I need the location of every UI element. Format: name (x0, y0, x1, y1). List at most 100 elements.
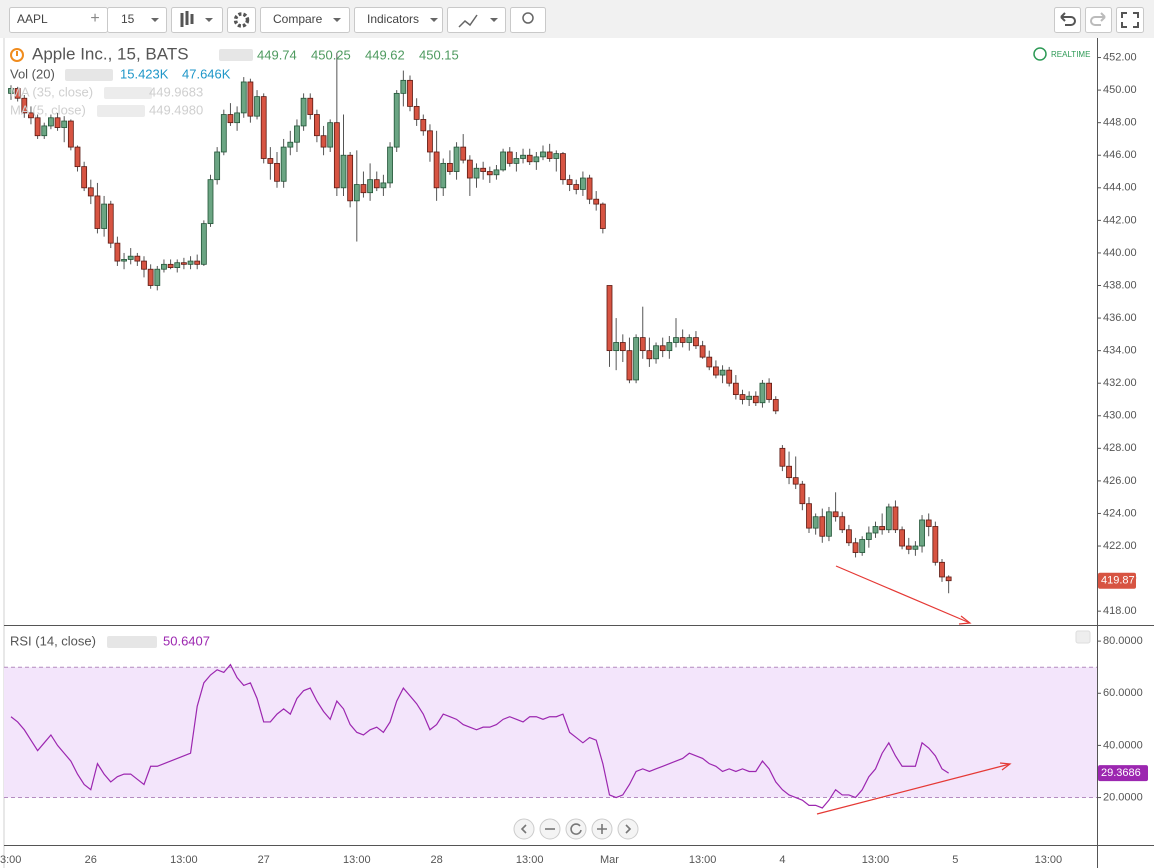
candle-body (254, 96, 260, 117)
candle-body (440, 162, 447, 189)
candle-body (174, 262, 181, 268)
candle-body (673, 337, 679, 343)
redo[interactable] (1085, 7, 1112, 33)
candle-body (819, 516, 826, 537)
candle-body (945, 576, 952, 582)
candle-body (899, 529, 905, 547)
rsi-title: RSI (14, close) (10, 633, 96, 648)
compare: Compare (273, 12, 323, 26)
collapse-button[interactable] (1075, 630, 1091, 644)
candle-body (919, 519, 925, 547)
candle-body (87, 187, 94, 197)
candle-body (626, 350, 633, 381)
navigation-buttons[interactable] (513, 818, 639, 840)
x-tick-label: 13:00 (170, 854, 198, 866)
candle-body (792, 477, 799, 485)
legend-buttons[interactable] (104, 87, 152, 99)
candle-body (686, 337, 693, 343)
drawing-icon (458, 14, 478, 28)
candle-body (653, 345, 659, 360)
caret (430, 18, 438, 22)
candle-body (693, 337, 699, 347)
legend-buttons[interactable] (65, 69, 113, 81)
indicator-name: MA (35, close) (10, 84, 93, 99)
annotation-arrows (816, 565, 1012, 815)
candle-body (260, 96, 267, 159)
y-tick-label: 444.00 (1103, 182, 1137, 194)
candle-body (373, 179, 380, 189)
candle-body (560, 153, 566, 181)
candle-body (240, 81, 247, 114)
candle-body (885, 506, 892, 531)
y-tick-label: 422.00 (1103, 540, 1137, 552)
indicators: Indicators (367, 12, 419, 26)
status-dot (10, 48, 24, 62)
indicators-button[interactable] (354, 7, 443, 33)
interval-box[interactable] (107, 7, 167, 33)
candle-body (274, 162, 280, 182)
candle-body (453, 146, 460, 172)
fullscreen-icon (1121, 12, 1139, 28)
candle-body (247, 81, 254, 117)
legend-open: 449.74 (257, 47, 297, 62)
candle-body (852, 542, 859, 553)
candle-body (506, 151, 513, 164)
candle-body (134, 255, 141, 262)
candle-body (939, 561, 945, 578)
candle-body (500, 151, 507, 171)
legend-buttons[interactable] (219, 49, 253, 61)
candle-body (593, 198, 600, 205)
candle-body (400, 79, 407, 94)
candle-body (540, 151, 546, 158)
y-tick-label: 40.0000 (1103, 739, 1143, 751)
candle-body (360, 184, 367, 194)
candle-body (892, 506, 899, 531)
fullscreen[interactable] (1116, 7, 1144, 33)
chart-type[interactable] (171, 7, 223, 33)
candle-body (220, 114, 227, 153)
ideas-button[interactable] (510, 7, 546, 33)
navigation-icons (520, 823, 632, 835)
candle-body (101, 203, 107, 229)
y-tick-label: 436.00 (1103, 312, 1137, 324)
candle-body (879, 526, 886, 531)
candle-body (679, 337, 686, 343)
candle-body (14, 88, 21, 99)
candle-body (154, 268, 161, 286)
candle-body (54, 117, 61, 128)
compare-button[interactable] (260, 7, 350, 33)
undo[interactable] (1054, 7, 1081, 33)
candle-body (433, 151, 440, 189)
candle-body (719, 369, 726, 376)
y-tick-label: 60.0000 (1103, 687, 1143, 699)
indicator-value: 449.4980 (149, 102, 203, 117)
drawing-tools[interactable] (447, 7, 506, 33)
legend-buttons[interactable] (107, 636, 157, 648)
candle-body (61, 120, 68, 128)
caret (151, 18, 159, 22)
settings[interactable] (227, 7, 256, 33)
candle-body (573, 184, 580, 190)
candle-body (420, 119, 427, 132)
candle-body (307, 97, 314, 115)
candle-body (580, 177, 586, 190)
last-rsi-label: 29.3686 (1101, 767, 1141, 779)
add-icon: + (90, 10, 99, 27)
caret (490, 18, 498, 22)
candle-body (194, 260, 201, 265)
y-tick-label: 452.00 (1103, 51, 1137, 63)
candle-body (839, 516, 846, 531)
candle-body (167, 263, 174, 268)
x-tick-label: 26 (85, 854, 97, 866)
candle-body (407, 79, 413, 107)
realtime-status: REALTIME (1051, 50, 1090, 59)
legend-buttons[interactable] (97, 105, 145, 117)
indicator-value: 449.9683 (149, 84, 203, 99)
symbol: AAPL (17, 12, 48, 26)
candle-body (606, 285, 613, 352)
candle-body (28, 112, 34, 119)
y-tick-label: 426.00 (1103, 475, 1137, 487)
candle-icon (180, 11, 194, 27)
x-tick-label: 27 (258, 854, 270, 866)
